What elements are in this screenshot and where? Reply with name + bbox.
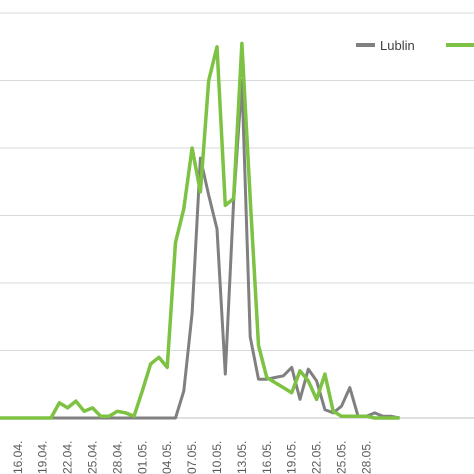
x-tick-label-3: 19.04. — [36, 441, 50, 474]
x-tick-label-4: 22.04. — [61, 441, 75, 474]
x-tick-label-2: 16.04. — [11, 441, 25, 474]
x-tick-label-5: 25.04. — [86, 441, 100, 474]
x-tick-label-11: 13.05. — [235, 441, 249, 474]
gridlines — [0, 12, 474, 351]
x-tick-labels: 13.04.16.04.19.04.22.04.25.04.28.04.01.0… — [11, 441, 374, 474]
x-tick-label-14: 22.05. — [310, 441, 324, 474]
x-tick-label-8: 04.05. — [160, 441, 174, 474]
series-line-2 — [0, 41, 400, 420]
x-tick-label-10: 10.05. — [210, 441, 224, 474]
series-lines — [0, 41, 400, 420]
legend: Lublin — [356, 38, 474, 53]
x-tick-label-15: 25.05. — [335, 441, 349, 474]
x-tick-label-16: 28.05. — [359, 441, 373, 474]
x-tick-label-6: 28.04. — [110, 441, 124, 474]
series-line-1 — [0, 79, 400, 420]
x-tick-label-13: 19.05. — [285, 441, 299, 474]
legend-label-series-1: Lublin — [380, 38, 415, 53]
x-tick-label-12: 16.05. — [260, 441, 274, 474]
x-tick-label-9: 07.05. — [185, 441, 199, 474]
x-tick-label-7: 01.05. — [135, 441, 149, 474]
